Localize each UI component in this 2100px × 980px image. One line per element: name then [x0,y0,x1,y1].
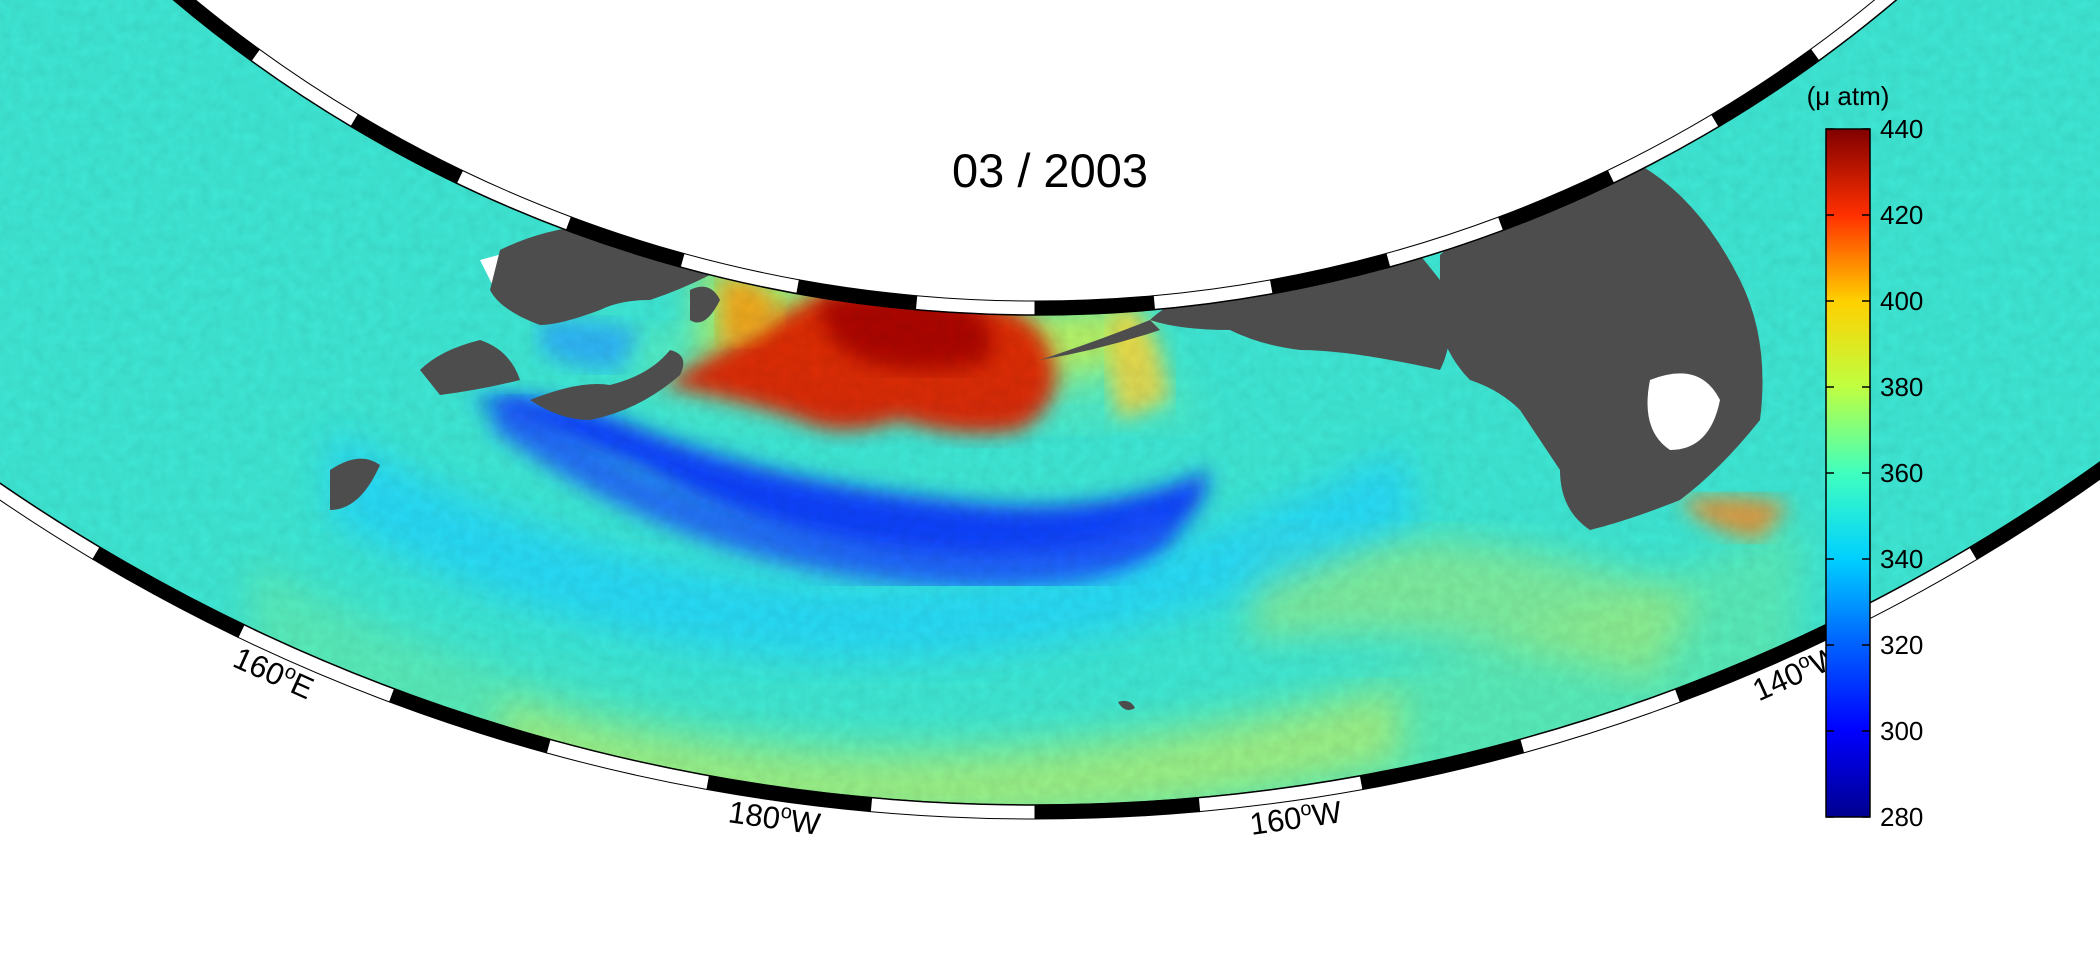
map-frame [0,0,2100,820]
colorbar-tick-label: 300 [1880,716,1923,746]
frame-outline [0,0,2100,806]
map-title: 03 / 2003 [951,144,1148,197]
colorbar-tick-label: 340 [1880,544,1923,574]
longitude-label: 180oW [726,793,823,842]
colorbar-unit: (μ atm) [1807,81,1890,111]
colorbar-tick-label: 360 [1880,458,1923,488]
colorbar: (μ atm) 280 300 320 340 360 380 400 420 440 [1807,81,1924,832]
colorbar-tick-label: 380 [1880,372,1923,402]
longitude-label: 160oW [1247,793,1344,842]
colorbar-tick-label: 440 [1880,114,1923,144]
colorbar-tick-label: 320 [1880,630,1923,660]
colorbar-tick-label: 400 [1880,286,1923,316]
colorbar-tick-label: 280 [1880,802,1923,832]
colorbar-ticks: 280 300 320 340 360 380 400 420 440 [1826,114,1923,832]
colorbar-tick-label: 420 [1880,200,1923,230]
